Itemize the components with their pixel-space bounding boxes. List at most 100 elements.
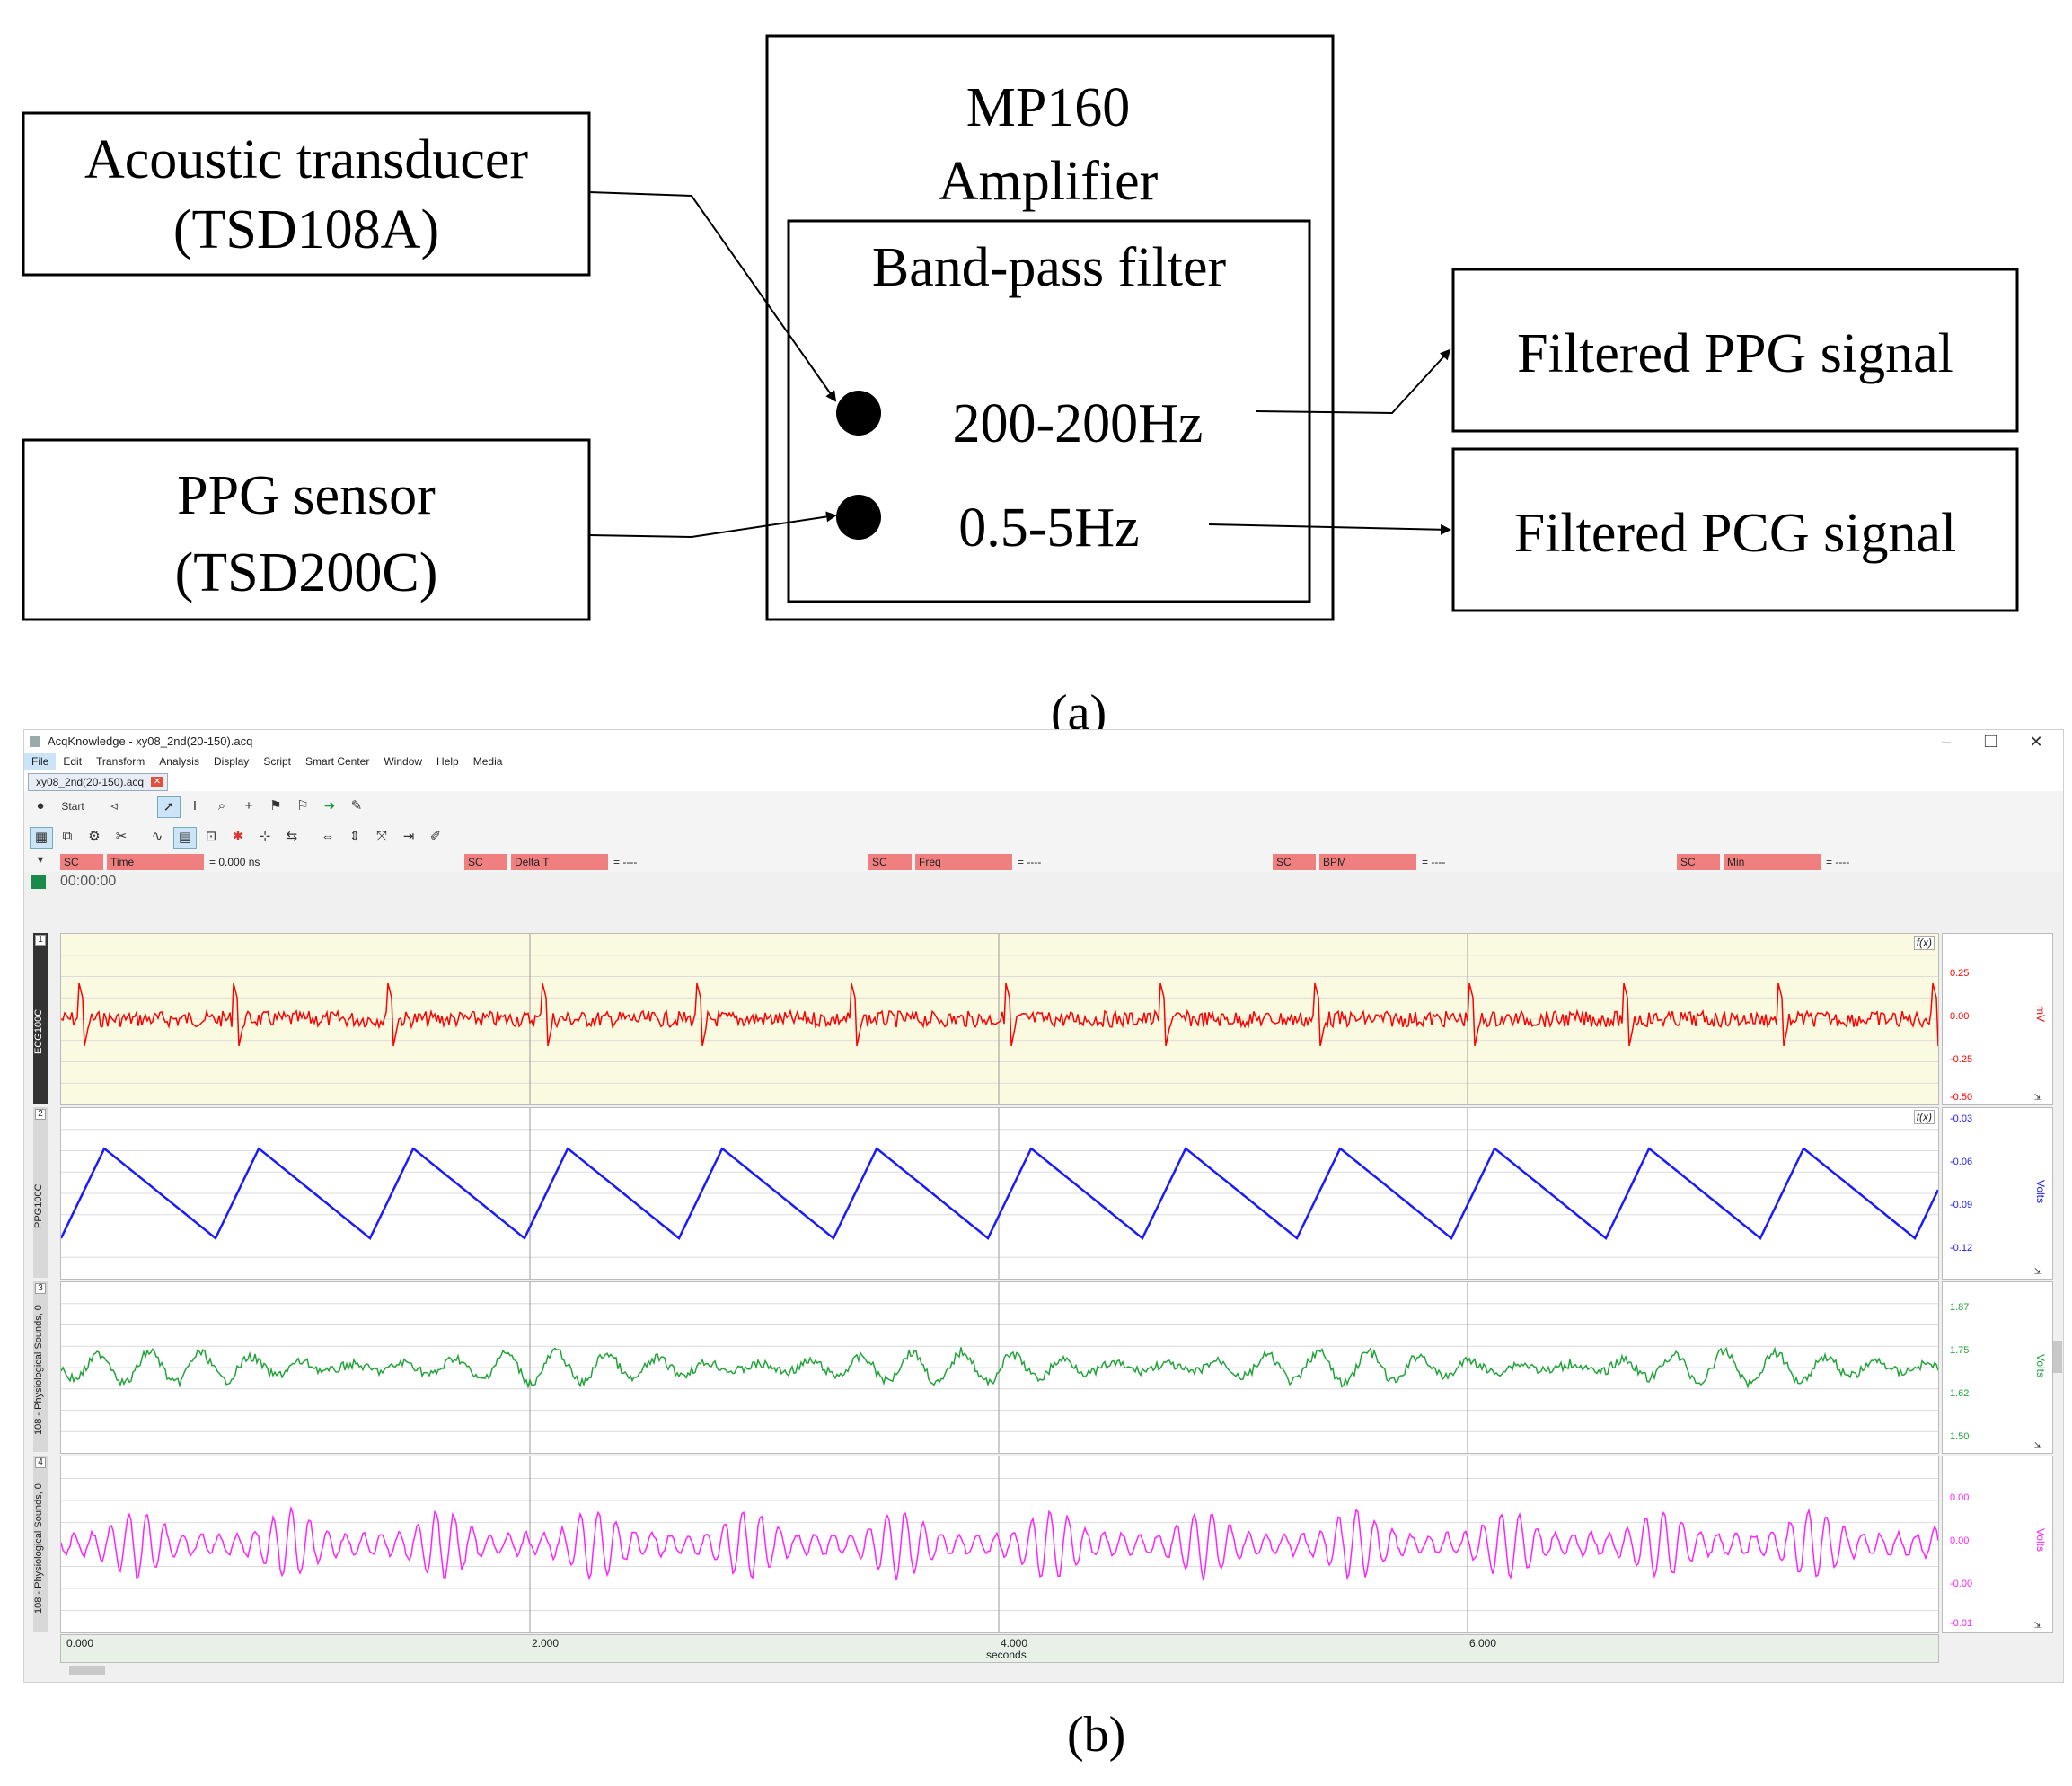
measurement-2-channel[interactable]: SC — [464, 854, 507, 870]
time-axis[interactable]: 0.000 2.000 4.000 6.000 seconds — [60, 1634, 1939, 1663]
close-tab-icon[interactable]: ✕ — [151, 777, 164, 787]
channel-3-scale-icon[interactable]: ⇲ — [2033, 1441, 2041, 1451]
settings-gear-icon[interactable]: ⚙ — [88, 829, 101, 844]
record-icon[interactable]: ● — [36, 798, 45, 814]
menu-media[interactable]: Media — [472, 755, 503, 768]
channel-4-plot[interactable] — [60, 1456, 1939, 1633]
channel-grid-icon[interactable]: ▤ — [173, 827, 197, 849]
event-tool-icon[interactable]: ⚑ — [269, 798, 282, 814]
acoustic-transducer-label: Acoustic transducer — [84, 129, 528, 190]
measurement-2[interactable]: SC Delta T = ---- — [464, 854, 637, 870]
app-icon — [30, 736, 40, 747]
channel-4-scale: 0.00 0.00 -0.00 -0.01 Volts ⇲ — [1942, 1456, 2053, 1633]
channel-2-tick-2: -0.06 — [1950, 1157, 1973, 1167]
tools-icon[interactable]: ✂ — [115, 829, 128, 844]
start-button[interactable]: Start — [61, 800, 84, 813]
vertical-scrollbar[interactable] — [2053, 892, 2062, 1637]
rewind-icon[interactable]: ◃ — [110, 798, 118, 814]
i-beam-tool-icon[interactable]: I — [192, 798, 198, 814]
ppg-sensor-box: PPG sensor (TSD200C) — [22, 438, 591, 621]
menu-edit[interactable]: Edit — [63, 755, 83, 768]
measurement-3[interactable]: SC Freq = ---- — [868, 854, 1041, 870]
acoustic-transducer-box: Acoustic transducer (TSD108A) — [22, 111, 591, 277]
channel-2-function-icon[interactable]: f(x) — [1913, 1110, 1935, 1124]
menu-script[interactable]: Script — [263, 755, 291, 768]
time-bar: 00:00:00 — [24, 872, 2063, 892]
menu-display[interactable]: Display — [213, 755, 250, 768]
menu-file[interactable]: File — [24, 753, 57, 770]
channel-3-plot[interactable] — [60, 1281, 1939, 1454]
close-button[interactable]: ✕ — [2029, 733, 2043, 751]
channel-4-number: 4 — [35, 1457, 46, 1468]
measurement-2-function[interactable]: Delta T — [511, 854, 608, 870]
channel-2-tick-1: -0.03 — [1950, 1113, 1973, 1124]
channel-4-scale-icon[interactable]: ⇲ — [2033, 1621, 2041, 1631]
channel-1-tick-3: -0.25 — [1950, 1054, 1973, 1065]
scroll-icon[interactable]: ⇥ — [402, 829, 415, 844]
measurement-4-channel[interactable]: SC — [1273, 854, 1316, 870]
ppg-sensor-label: PPG sensor — [177, 465, 436, 526]
draw-tool-icon[interactable]: ✎ — [350, 798, 363, 814]
autoscale-icon[interactable]: ⤧ — [375, 829, 387, 844]
amplifier-label: Amplifier — [939, 151, 1159, 212]
link-icon[interactable]: ⇆ — [286, 829, 298, 844]
menu-transform[interactable]: Transform — [96, 755, 145, 768]
channel-2-label-strip[interactable]: 2 PPG100C — [33, 1107, 48, 1278]
channel-4-label: 108 - Physiological Sounds, 0 — [33, 1483, 44, 1614]
zoom-tool-icon[interactable]: ⌕ — [217, 798, 226, 814]
filter-band-1: 200-200Hz — [953, 393, 1204, 454]
minimize-button[interactable]: – — [1941, 733, 1951, 751]
vertical-scroll-thumb[interactable] — [2053, 1341, 2062, 1373]
channel-1-plot[interactable]: f(x) — [60, 933, 1939, 1105]
menu-window[interactable]: Window — [384, 755, 423, 768]
grid-view-icon[interactable]: ▦ — [30, 827, 53, 849]
restore-button[interactable]: ❐ — [1983, 733, 1999, 751]
measurement-4[interactable]: SC BPM = ---- — [1273, 854, 1445, 870]
marker-tool-icon[interactable]: ⚐ — [296, 798, 309, 814]
menu-smart-center[interactable]: Smart Center — [305, 755, 370, 768]
output-ppg-box: Filtered PPG signal — [1451, 268, 2019, 433]
channel-3-unit: Volts — [2034, 1354, 2047, 1378]
pen-icon[interactable]: ✐ — [429, 829, 442, 844]
document-tab[interactable]: xy08_2nd(20-150).acq ✕ — [28, 773, 169, 791]
horizontal-scrollbar[interactable] — [60, 1664, 1937, 1676]
fit-vertical-icon[interactable]: ⇕ — [348, 829, 361, 844]
measurement-5[interactable]: SC Min = ---- — [1677, 854, 1849, 870]
output-ppg-label: Filtered PPG signal — [1517, 323, 1953, 384]
elapsed-time: 00:00:00 — [60, 874, 117, 889]
chart-icon[interactable]: ⊡ — [205, 829, 217, 844]
channel-3-tick-4: 1.50 — [1950, 1431, 1970, 1442]
crosshair-tool-icon[interactable]: + — [244, 798, 253, 814]
measurement-3-channel[interactable]: SC — [868, 854, 912, 870]
channel-4-label-strip[interactable]: 4 108 - Physiological Sounds, 0 — [33, 1456, 48, 1632]
fit-horizontal-icon[interactable]: ⇔ — [321, 829, 335, 844]
stats-icon[interactable]: ✱ — [232, 829, 244, 844]
menu-analysis[interactable]: Analysis — [159, 755, 199, 768]
measurement-4-function[interactable]: BPM — [1319, 854, 1416, 870]
measurement-1[interactable]: SC Time = 0.000 ns — [60, 854, 260, 870]
measurement-5-function[interactable]: Min — [1724, 854, 1821, 870]
ppg-sensor-model: (TSD200C) — [175, 542, 438, 603]
split-icon[interactable]: ⊹ — [259, 829, 271, 844]
channel-2-plot[interactable]: f(x) — [60, 1107, 1939, 1280]
measurement-3-function[interactable]: Freq — [915, 854, 1012, 870]
measurement-menu-icon[interactable]: ▼ — [35, 855, 46, 866]
menu-help[interactable]: Help — [436, 755, 459, 768]
measurement-4-value: ---- — [1431, 856, 1446, 868]
channel-1-function-icon[interactable]: f(x) — [1913, 936, 1935, 950]
arrow-tool-icon[interactable]: ➚ — [157, 796, 181, 818]
measurement-1-channel[interactable]: SC — [60, 854, 103, 870]
channel-1-label: ECG100C — [33, 1008, 44, 1055]
channel-2-scale-icon[interactable]: ⇲ — [2033, 1267, 2041, 1277]
overlap-icon[interactable]: ⧉ — [62, 829, 73, 844]
channel-1-scale-icon[interactable]: ⇲ — [2033, 1093, 2041, 1103]
channel-1-tick-1: 0.25 — [1950, 968, 1970, 979]
go-icon[interactable]: ➜ — [323, 798, 336, 814]
measurement-5-channel[interactable]: SC — [1677, 854, 1720, 870]
measurement-1-function[interactable]: Time — [107, 854, 204, 870]
waveform-icon[interactable]: ∿ — [151, 829, 163, 844]
channel-4-unit: Volts — [2034, 1528, 2047, 1553]
channel-3-label-strip[interactable]: 3 108 - Physiological Sounds, 0 — [33, 1281, 48, 1452]
channel-1-label-strip[interactable]: 1 ECG100C — [33, 933, 48, 1104]
horizontal-scroll-thumb[interactable] — [69, 1666, 105, 1675]
